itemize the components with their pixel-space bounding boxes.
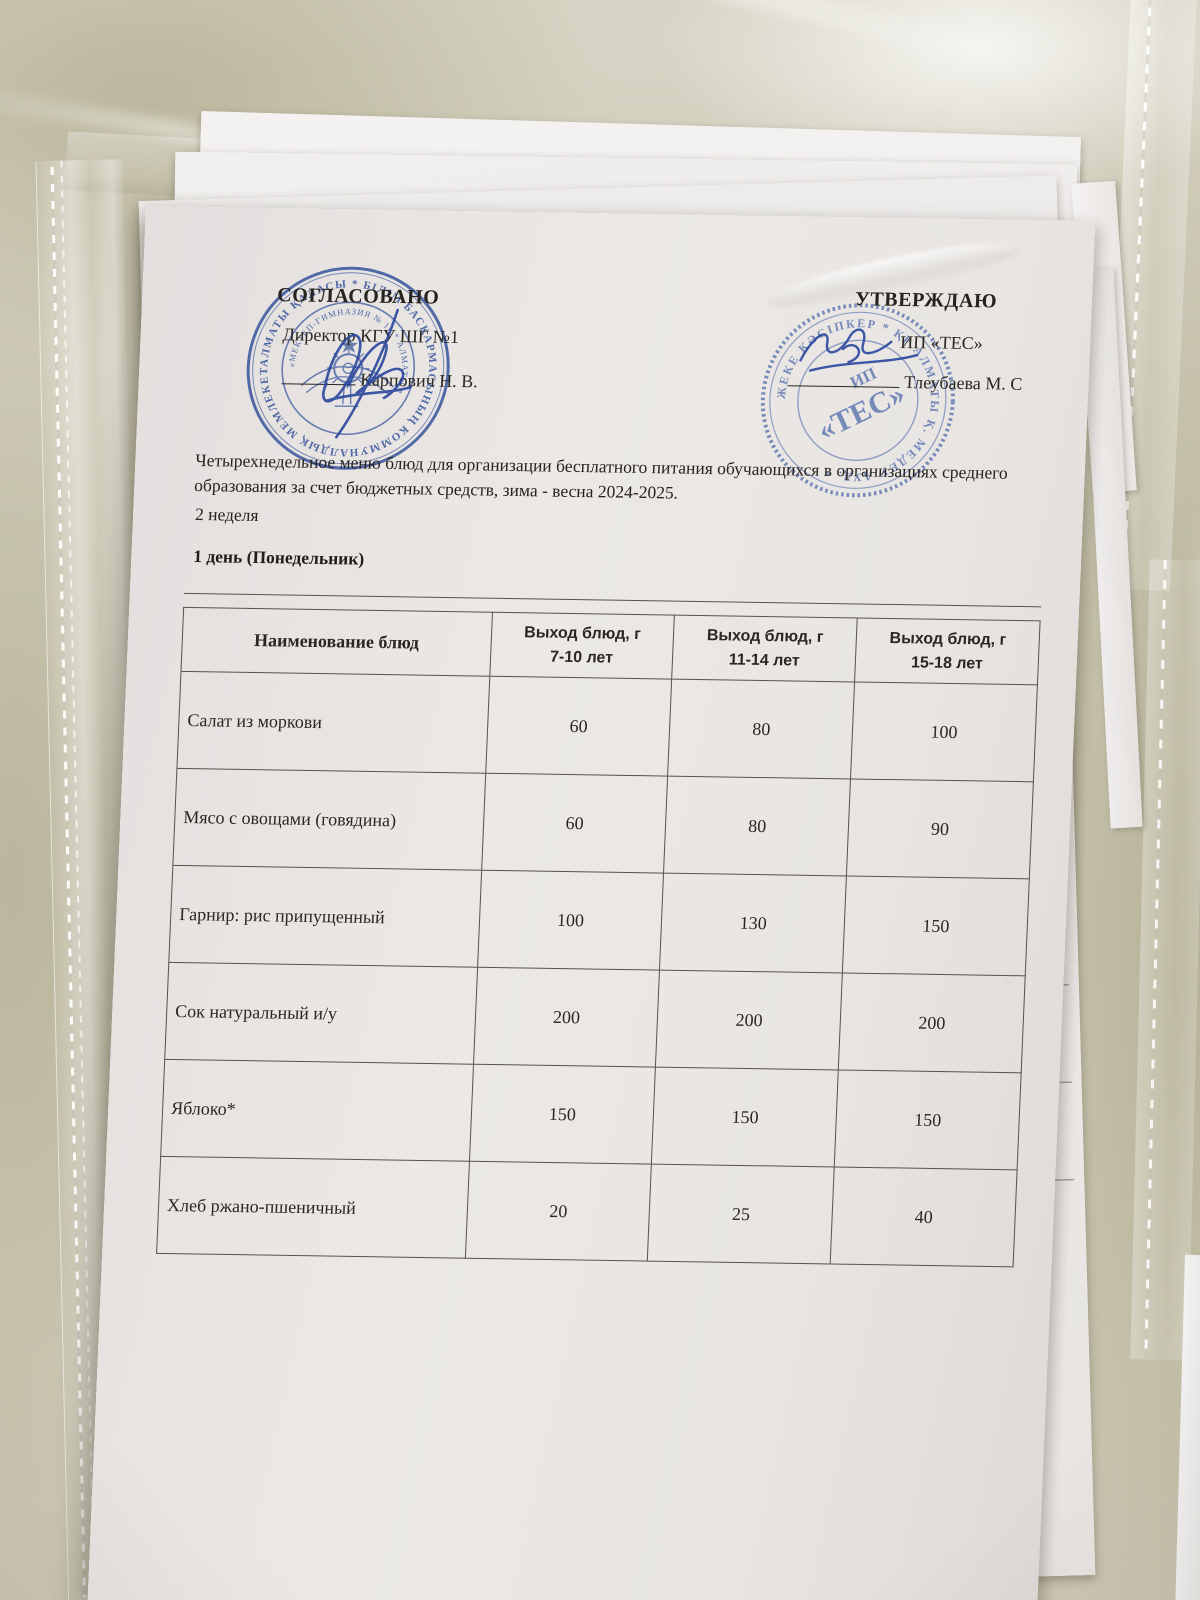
marble-vein — [336, 0, 1004, 68]
menu-document-page: АЛМАТЫ ҚАЛАСЫ * БІЛІМ БАСҚАРМАСЫНЫҢ КОММ… — [87, 206, 1096, 1600]
day-label: 1 день (Понедельник) — [192, 545, 365, 569]
col-header-dish-name: Наименование блюд — [180, 607, 493, 677]
agreed-signature-ink — [322, 308, 412, 439]
table-row: Мясо с овощами (говядина) 60 80 90 — [172, 768, 1034, 879]
table-row: Хлеб ржано-пшеничный 20 25 40 — [156, 1156, 1018, 1267]
col-header-11-14: Выход блюд, г 11-14 лет — [672, 615, 858, 682]
fanned-sheet-corner — [1081, 267, 1143, 829]
table-row: Сок натуральный и/у 200 200 200 — [164, 962, 1026, 1073]
col-header-15-18: Выход блюд, г 15-18 лет — [854, 617, 1041, 685]
table-row: Яблоко* 150 150 150 — [160, 1059, 1022, 1170]
table-row: Гарнир: рис припущенный 100 130 150 — [168, 865, 1030, 976]
menu-table-wrap: Наименование блюд Выход блюд, г 7-10 лет… — [156, 592, 1042, 1268]
marble-vein — [1185, 503, 1200, 919]
plastic-sleeve-right-edge — [1130, 559, 1200, 1361]
table-row: Салат из моркови 60 80 100 — [176, 671, 1038, 782]
vendor-round-stamp: ЖЕКЕ КӘСІПКЕР * ҚР АЛМАТЫ Қ. МЕДЕУ АУД. … — [760, 303, 955, 498]
approved-signature-ink — [799, 328, 918, 372]
week-label: 2 неделя — [194, 503, 259, 525]
paper-sliver-bottom-right — [1174, 1254, 1200, 1600]
menu-table: Наименование блюд Выход блюд, г 7-10 лет… — [156, 607, 1041, 1267]
col-header-7-10: Выход блюд, г 7-10 лет — [489, 612, 675, 680]
